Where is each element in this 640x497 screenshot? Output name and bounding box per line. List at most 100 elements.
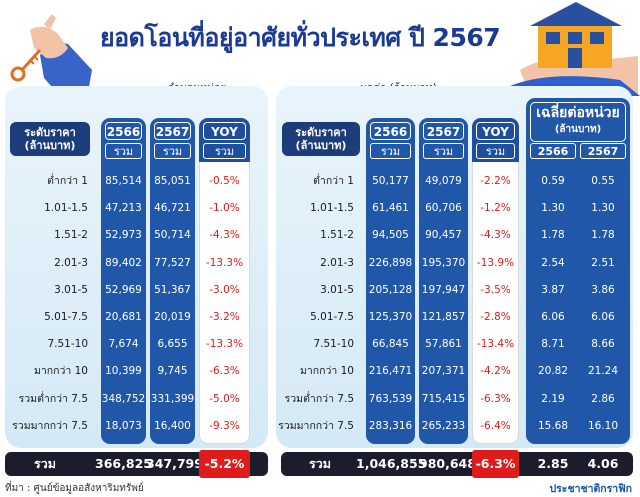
units-2566-cell: 52,973 bbox=[105, 229, 142, 242]
range-label: ต่ำกว่า 1 bbox=[47, 175, 88, 187]
value-total-2566: 1,046,855 bbox=[356, 456, 427, 471]
avg-header-box: เฉลี่ยต่อหน่วย (ล้านบาท) bbox=[530, 102, 626, 142]
range-label-value: 7.51-10 bbox=[313, 338, 354, 351]
avg-2566-header: 2566 bbox=[530, 143, 576, 159]
avg-2567-cell: 21.24 bbox=[587, 365, 619, 378]
units-yoy-cell: -1.0% bbox=[209, 202, 240, 215]
value-2566-cell: 216,471 bbox=[368, 365, 413, 378]
avg-2567-cell: 3.86 bbox=[591, 283, 615, 296]
units-yoy-cell: -4.3% bbox=[209, 229, 240, 242]
value-total-2567: 980,648 bbox=[419, 456, 476, 471]
value-2566-cell: 763,539 bbox=[368, 392, 413, 405]
avg-2566-cell: 3.87 bbox=[541, 283, 565, 296]
units-2567-cell: 46,721 bbox=[154, 202, 191, 215]
value-yoy-cell: -6.3% bbox=[480, 392, 511, 405]
avg-2566-cell: 6.06 bbox=[541, 311, 565, 323]
units-2566-cell: 85,514 bbox=[105, 175, 142, 187]
units-total-label: รวม bbox=[34, 456, 56, 471]
units-2567-cell: 9,745 bbox=[157, 365, 188, 378]
avg-2567-cell: 1.78 bbox=[591, 229, 615, 242]
units-2566-cell: 348,752 bbox=[101, 392, 146, 405]
range-label-value: ต่ำกว่า 1 bbox=[313, 175, 354, 187]
units-yoy-column bbox=[199, 118, 250, 444]
value-2566-cell: 66,845 bbox=[372, 338, 409, 351]
value-yoy-cell: -3.5% bbox=[480, 283, 511, 296]
range-header-units: ระดับราคา (ล้านบาท) bbox=[10, 122, 90, 156]
value-2566-sub: รวม bbox=[370, 143, 411, 159]
units-2567-cell: 331,399 bbox=[150, 392, 195, 405]
value-2566-header: 2566 bbox=[370, 122, 411, 140]
value-yoy-header: YOY bbox=[476, 122, 515, 140]
value-yoy-cell: -4.3% bbox=[480, 229, 511, 242]
range-label: 2.01-3 bbox=[54, 256, 88, 269]
value-2567-sub: รวม bbox=[423, 143, 464, 159]
units-2566-cell: 20,681 bbox=[105, 311, 142, 323]
value-total-bar bbox=[281, 452, 633, 476]
range-label-value: มากกว่า 10 bbox=[299, 365, 354, 378]
value-yoy-cell: -1.2% bbox=[480, 202, 511, 215]
value-2567-cell: 195,370 bbox=[421, 256, 466, 269]
units-yoy-cell: -13.3% bbox=[205, 256, 244, 269]
avg-2566-cell: 2.19 bbox=[541, 392, 565, 405]
value-total-yoy: -6.3% bbox=[472, 450, 519, 478]
units-yoy-cell: -5.0% bbox=[209, 392, 240, 405]
avg-header: เฉลี่ยต่อหน่วย bbox=[536, 105, 620, 121]
units-yoy-sub: รวม bbox=[203, 143, 246, 159]
value-yoy-cell: -2.2% bbox=[480, 175, 511, 187]
avg-2567-cell: 8.66 bbox=[591, 338, 615, 351]
value-2567-cell: 265,233 bbox=[421, 419, 466, 432]
avg-2567-cell: 2.51 bbox=[591, 256, 615, 269]
avg-2567-cell: 1.30 bbox=[591, 202, 615, 215]
units-2567-cell: 77,527 bbox=[154, 256, 191, 269]
range-label-value: 2.01-3 bbox=[320, 256, 354, 269]
range-label-value: รวมต่ำกว่า 7.5 bbox=[284, 392, 354, 405]
avg-subheader: (ล้านบาท) bbox=[554, 124, 602, 135]
units-yoy-cell: -6.3% bbox=[209, 365, 240, 378]
units-2566-cell: 47,213 bbox=[105, 202, 142, 215]
avg-total-2567: 4.06 bbox=[587, 456, 619, 471]
avg-2567-cell: 6.06 bbox=[591, 311, 615, 323]
value-2566-cell: 50,177 bbox=[372, 175, 409, 187]
value-yoy-sub: รวม bbox=[476, 143, 515, 159]
value-yoy-cell: -13.9% bbox=[476, 256, 515, 269]
value-2567-header: 2567 bbox=[423, 122, 464, 140]
units-2567-cell: 85,051 bbox=[154, 175, 191, 187]
value-2567-cell: 197,947 bbox=[421, 283, 466, 296]
range-label: 7.51-10 bbox=[47, 338, 88, 351]
value-yoy-cell: -2.8% bbox=[480, 311, 511, 323]
units-2567-cell: 20,019 bbox=[154, 311, 191, 323]
value-total-label: รวม bbox=[309, 456, 331, 471]
value-2567-cell: 207,371 bbox=[421, 365, 466, 378]
units-2566-cell: 10,399 bbox=[105, 365, 142, 378]
value-2567-cell: 715,415 bbox=[421, 392, 466, 405]
avg-2566-cell: 0.59 bbox=[541, 175, 565, 187]
value-yoy-cell: -4.2% bbox=[480, 365, 511, 378]
units-yoy-cell: -0.5% bbox=[209, 175, 240, 187]
units-2566-cell: 7,674 bbox=[108, 338, 139, 351]
units-2566-cell: 52,969 bbox=[105, 283, 142, 296]
units-2566-sub: รวม bbox=[105, 143, 142, 159]
source-note: ที่มา : ศูนย์ข้อมูลอสังหาริมทรัพย์ bbox=[5, 483, 144, 494]
range-label-value: รวมมากกว่า 7.5 bbox=[278, 419, 354, 432]
range-label: รวมต่ำกว่า 7.5 bbox=[18, 392, 88, 405]
value-2567-cell: 60,706 bbox=[425, 202, 462, 215]
units-2566-column bbox=[101, 118, 146, 444]
avg-2567-cell: 0.55 bbox=[591, 175, 615, 187]
units-total-2567: 347,799 bbox=[146, 456, 203, 471]
avg-2566-cell: 15.68 bbox=[537, 419, 569, 432]
range-label-value: 1.01-1.5 bbox=[310, 202, 354, 215]
value-2566-cell: 94,505 bbox=[372, 229, 409, 242]
units-yoy-cell: -3.0% bbox=[209, 283, 240, 296]
hand-with-key-illustration bbox=[10, 14, 92, 96]
units-2567-cell: 51,367 bbox=[154, 283, 191, 296]
avg-2566-cell: 8.71 bbox=[541, 338, 565, 351]
avg-2567-cell: 2.86 bbox=[591, 392, 615, 405]
value-2567-column bbox=[419, 118, 468, 444]
avg-2566-cell: 1.78 bbox=[541, 229, 565, 242]
units-2567-sub: รวม bbox=[154, 143, 191, 159]
units-2566-header: 2566 bbox=[105, 122, 142, 140]
range-label-value: 3.01-5 bbox=[320, 283, 354, 296]
value-yoy-cell: -6.4% bbox=[480, 419, 511, 432]
range-label-value: 5.01-7.5 bbox=[310, 311, 354, 323]
range-header-value: ระดับราคา (ล้านบาท) bbox=[282, 122, 360, 156]
